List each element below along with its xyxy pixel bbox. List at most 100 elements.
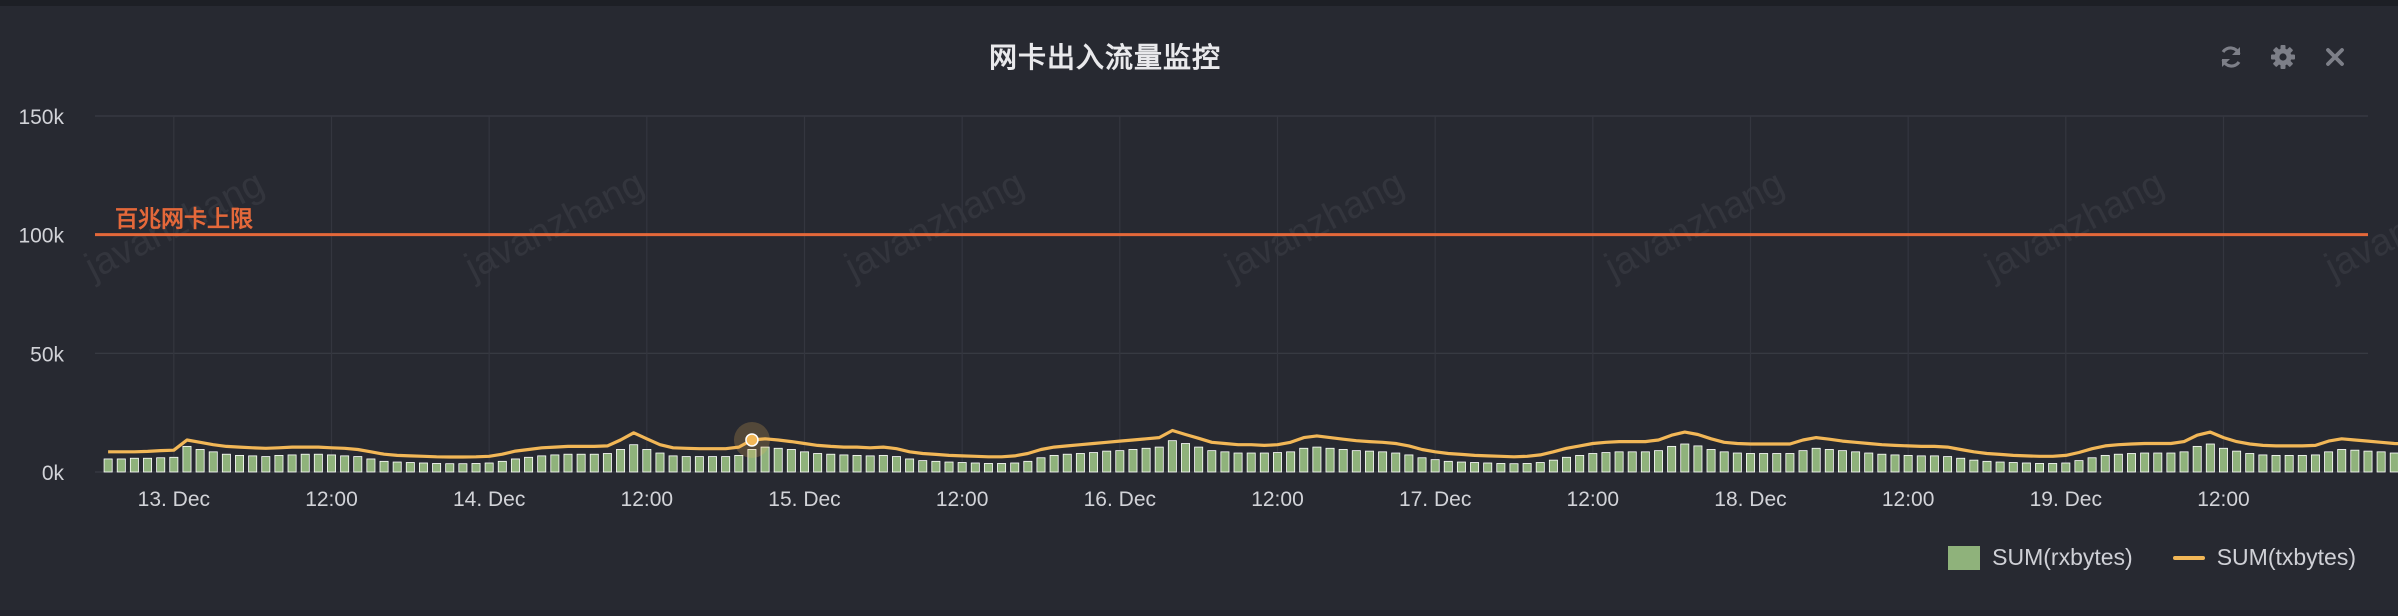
rx-bar [300,453,310,473]
rx-bar [1798,450,1808,473]
rx-bar [432,463,442,473]
x-tick-label: 12:00 [621,488,674,511]
rx-bar [668,455,678,473]
rx-bar [1220,451,1230,473]
rx-bar [2192,445,2202,473]
rx-bar [1654,450,1663,473]
rx-bar [997,463,1007,473]
rx-bar [1969,459,1979,473]
rx-bar [2153,452,2163,473]
rx-bar [510,458,520,473]
rx-bar [1995,461,2005,473]
rx-bar [524,456,534,473]
rx-bar [1102,450,1112,473]
rx-bar [1286,451,1296,473]
rx-bar [1680,443,1690,473]
rx-bar [2061,462,2071,473]
rx-bar [1023,460,1033,473]
rx-bar [694,456,704,473]
y-axis: 0k 50k 100k 150k [18,106,64,485]
rx-bar [1535,462,1545,473]
rx-bar [1575,454,1585,473]
rx-bar [1548,459,1558,473]
rx-bar [1075,453,1085,473]
gear-icon[interactable] [2268,42,2298,72]
x-tick-label: 19. Dec [2030,488,2102,511]
y-tick-label: 150k [18,106,64,129]
legend-item-rx[interactable]: SUM(rxbytes) [1948,544,2133,571]
rx-bar [1614,451,1624,473]
rx-bar [156,457,166,473]
rx-bar [261,456,271,473]
rx-bar [2008,462,2018,473]
rx-bar [563,453,573,473]
rx-bar [182,445,192,473]
rx-bar [878,454,888,473]
rx-bar [747,449,757,473]
x-axis: 13. Dec 12:00 14. Dec 12:00 15. Dec 12:00 16. … [138,488,2250,511]
rx-bar [1759,453,1769,473]
rx-bar [865,455,875,473]
tx-line [108,428,2398,459]
rx-bar [274,454,284,473]
rx-bar [1246,452,1256,473]
hover-point [745,433,759,447]
rx-bar [353,456,363,473]
watermark-text: javanzhang [2318,162,2398,288]
rx-bar [1338,449,1348,473]
x-tick-label: 12:00 [936,488,989,511]
rx-bar [1207,450,1217,473]
legend-item-tx[interactable]: SUM(txbytes) [2172,544,2356,571]
rx-bar [721,456,731,473]
rx-bar [1890,454,1900,473]
rx-bar [1312,446,1322,473]
x-tick-label: 13. Dec [138,488,210,511]
traffic-chart: javanzhang javanzhang javanzhang javanzhang… [18,106,2398,511]
rx-bar [2245,453,2255,473]
watermark-text: javanzhang [1978,162,2171,288]
x-tick-label: 14. Dec [453,488,525,511]
rx-bar [1746,453,1755,473]
rx-bar [970,462,980,473]
rx-bar [1273,452,1282,473]
rx-bar [2205,443,2215,473]
rx-bar [1141,447,1151,473]
refresh-icon[interactable] [2216,42,2246,72]
rx-bar [813,453,823,473]
rx-bar [1956,457,1966,473]
watermark-layer: javanzhang javanzhang javanzhang javanzhang… [78,162,2398,288]
plot-lines: 百兆网卡上限 [95,206,2368,237]
rx-bar [2100,454,2110,473]
rx-bar [800,451,809,473]
close-icon[interactable] [2320,42,2350,72]
x-tick-label: 16. Dec [1084,488,1156,511]
watermark-text: javanzhang [1218,162,1411,288]
rx-bar [2140,452,2150,473]
rx-bar [2310,454,2320,473]
rx-bar [1364,450,1374,473]
rx-bar [2258,454,2268,473]
tx-series-line [108,428,2398,459]
rx-bar [405,462,415,473]
rx-bar [1627,451,1637,473]
rx-bar [786,449,796,473]
y-tick-label: 100k [18,225,64,248]
legend-swatch-rx [1948,545,1981,570]
rx-bar [537,455,547,473]
rx-bar [458,463,468,473]
x-tick-label: 18. Dec [1714,488,1786,511]
rx-bar [116,458,126,473]
rx-bar [2179,451,2189,473]
rx-bar [1456,461,1466,473]
rx-bar [708,456,717,473]
rx-bar [734,454,744,473]
rx-bar [1943,456,1953,473]
rx-bar [2271,454,2281,473]
y-tick-label: 0k [42,462,65,485]
rx-bar [1982,460,1992,473]
rx-bar [655,452,665,473]
rx-bar [1325,447,1335,473]
rx-bar [957,462,967,473]
rx-bar [2297,454,2307,473]
